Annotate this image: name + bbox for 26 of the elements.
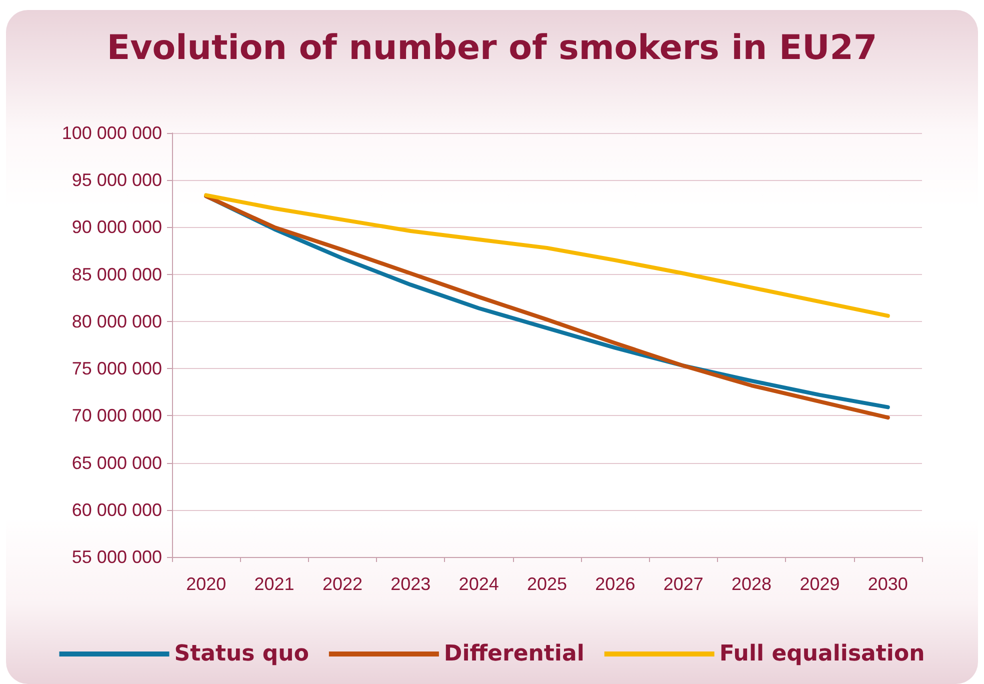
legend-label: Differential: [444, 642, 584, 666]
y-tick-label: 100 000 000: [62, 123, 162, 143]
x-tick-label: 2027: [663, 574, 704, 594]
chart-title: Evolution of number of smokers in EU27: [106, 28, 878, 68]
legend-label: Full equalisation: [719, 642, 925, 666]
y-tick-label: 60 000 000: [72, 500, 162, 520]
x-tick-label: 2023: [390, 574, 431, 594]
legend-label: Status quo: [174, 642, 309, 666]
y-tick-label: 90 000 000: [72, 217, 162, 238]
x-tick-label: 2020: [186, 574, 226, 594]
y-tick-label: 80 000 000: [72, 311, 162, 332]
y-tick-label: 85 000 000: [72, 264, 162, 284]
x-tick-label: 2024: [458, 574, 499, 594]
y-tick-label: 95 000 000: [72, 170, 162, 190]
y-tick-label: 55 000 000: [72, 547, 162, 567]
line-series: [204, 193, 890, 318]
x-tick-label: 2022: [322, 574, 362, 594]
x-tick-label: 2026: [595, 574, 636, 594]
y-tick-label: 70 000 000: [72, 406, 162, 426]
y-tick-label: 75 000 000: [72, 358, 162, 379]
x-tick-label: 2028: [732, 574, 772, 594]
y-tick-label: 65 000 000: [72, 452, 162, 473]
x-tick-label: 2021: [254, 574, 294, 594]
x-tick-label: 2029: [800, 574, 840, 594]
x-tick-label: 2025: [526, 574, 568, 594]
x-tick-label: 2030: [868, 574, 908, 594]
